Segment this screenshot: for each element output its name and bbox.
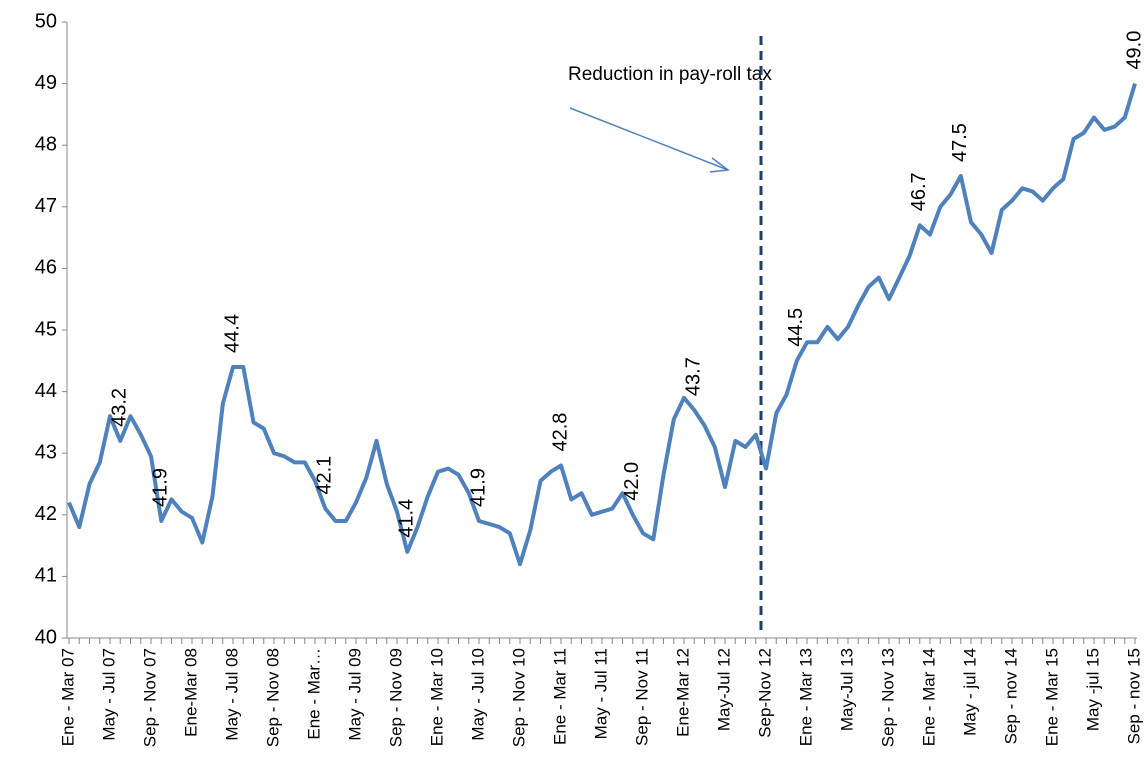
y-tick-label: 42 xyxy=(35,503,57,525)
y-tick-label: 40 xyxy=(35,626,57,648)
x-tick-label: May - Jul 09 xyxy=(345,648,364,741)
x-tick-label: Ene-Mar 12 xyxy=(673,648,692,737)
data-label: 42.0 xyxy=(621,462,643,501)
y-tick-label: 41 xyxy=(35,565,57,587)
y-tick-label: 48 xyxy=(35,133,57,155)
x-tick-label: Sep - nov 14 xyxy=(1001,648,1020,744)
y-tick-label: 49 xyxy=(35,72,57,94)
x-tick-label: Sep - nov 15 xyxy=(1124,648,1143,744)
x-tick-label: Sep - Nov 07 xyxy=(140,648,159,747)
x-tick-label: May -jul 15 xyxy=(1083,648,1102,731)
x-tick-label: May - Jul 07 xyxy=(99,648,118,741)
x-tick-label: May - Jul 10 xyxy=(468,648,487,741)
x-tick-label: Ene - Mar 15 xyxy=(1042,648,1061,746)
data-label: 44.4 xyxy=(221,314,243,353)
annotation-arrow xyxy=(569,107,729,171)
x-tick-label: May-Jul 13 xyxy=(837,648,856,731)
y-tick-label: 47 xyxy=(35,195,57,217)
x-tick-label: Ene - Mar 13 xyxy=(796,648,815,746)
data-line xyxy=(67,83,1137,567)
data-label: 49.0 xyxy=(1123,31,1144,70)
x-tick-label: Sep-Nov 12 xyxy=(755,648,774,738)
x-tick-label: Ene - Mar 14 xyxy=(919,648,938,746)
y-tick-label: 44 xyxy=(35,380,57,402)
x-tick-label: May - Jul 08 xyxy=(222,648,241,741)
x-tick-label: Sep - Nov 13 xyxy=(878,648,897,747)
data-label: 46.7 xyxy=(908,172,930,211)
y-tick-label: 50 xyxy=(35,10,57,32)
data-label: 41.4 xyxy=(396,499,418,538)
data-label: 47.5 xyxy=(949,123,971,162)
arrow-head xyxy=(709,157,730,173)
annotation: Reduction in pay-roll tax xyxy=(568,64,772,85)
data-label: 43.7 xyxy=(683,357,705,396)
y-tick-label: 46 xyxy=(35,257,57,279)
x-tick-label: Ene - Mar 11 xyxy=(550,648,569,745)
data-label: 42.1 xyxy=(314,456,336,495)
x-tick-label: May - jul 14 xyxy=(960,648,979,736)
x-tick-label: Ene-Mar 08 xyxy=(181,648,200,737)
x-tick-label: May - Jul 11 xyxy=(591,648,610,739)
x-tick-label: Sep - Nov 10 xyxy=(509,648,528,747)
x-tick-label: Ene - Mar 10 xyxy=(427,648,446,746)
x-tick-label: May-Jul 12 xyxy=(714,648,733,731)
y-tick-label: 45 xyxy=(35,318,57,340)
x-tick-label: Sep - Nov 11 xyxy=(632,648,651,746)
x-tick-label: Sep - Nov 08 xyxy=(263,648,282,747)
x-tick-label: Ene - Mar 07 xyxy=(58,648,77,746)
x-tick-label: Sep - Nov 09 xyxy=(386,648,405,747)
data-label: 42.8 xyxy=(549,413,571,452)
data-label: 41.9 xyxy=(467,468,489,507)
data-label: 41.9 xyxy=(150,468,172,507)
x-tick-label: Ene - Mar… xyxy=(304,648,323,740)
y-tick-label: 43 xyxy=(35,441,57,463)
data-label: 43.2 xyxy=(109,388,131,427)
data-label: 44.5 xyxy=(785,308,807,347)
